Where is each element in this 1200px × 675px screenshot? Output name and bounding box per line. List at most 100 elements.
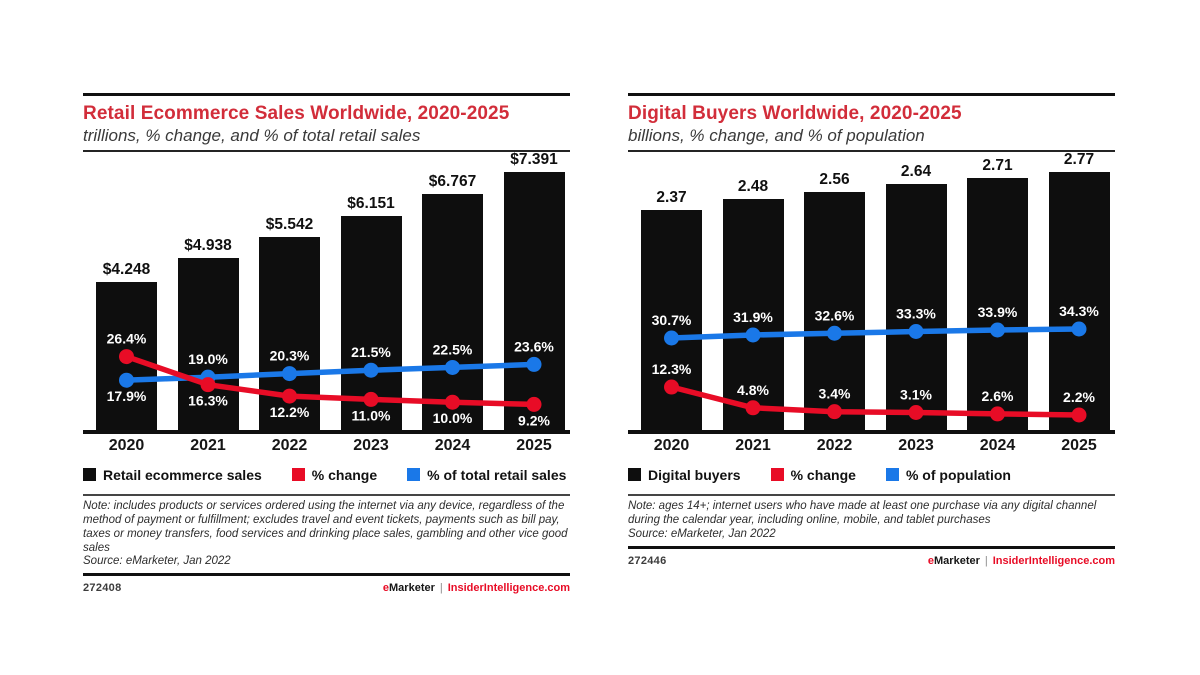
x-axis-line (628, 430, 1115, 435)
bar-value-label: 2.77 (1063, 151, 1095, 169)
data-point (282, 388, 297, 404)
source-text: Source: eMarketer, Jan 2022 (628, 527, 776, 540)
data-point-label: 9.2% (518, 413, 550, 429)
bar (804, 191, 865, 431)
data-point (200, 377, 216, 393)
footer-rule (83, 573, 570, 577)
legend-item: % change (770, 466, 856, 483)
bar (177, 257, 239, 431)
data-point-label: 26.4% (107, 331, 147, 347)
data-point (363, 392, 379, 408)
data-point-label: 19.0% (188, 351, 228, 367)
legend-swatch-bars (628, 468, 641, 482)
legend-item: % of population (885, 467, 1011, 483)
note-text: Note: ages 14+; internet users who have … (628, 500, 1097, 527)
bar-value-label: 2.37 (656, 188, 687, 206)
data-point-label: 17.9% (107, 388, 147, 404)
legend-swatch-pct-change (291, 468, 305, 482)
bar-value-label: $6.767 (428, 173, 477, 191)
legend-rule (83, 494, 570, 497)
data-point (282, 366, 297, 382)
data-point (745, 400, 761, 416)
data-point (1071, 407, 1087, 423)
data-point (827, 404, 842, 420)
chart-plot-area: $4.248 $4.938 $5.542 $6.151 $6.767 $7.391 17.9… (83, 151, 570, 431)
data-point (990, 406, 1005, 422)
bar-value-label: 2.64 (900, 163, 932, 181)
bar-value-label: $5.542 (265, 215, 314, 233)
legend-swatch-pct-change (770, 468, 784, 482)
x-axis-tick-label: 2024 (434, 437, 471, 455)
brand-divider: | (984, 554, 988, 567)
footer-rule (628, 545, 1115, 549)
line-overlay: 17.9% 19.0% 20.3% 21.5% 22.5% 23.6% 26.4% 16.3%… (107, 331, 555, 429)
data-point (827, 325, 842, 341)
data-point-label: 11.0% (352, 408, 391, 424)
x-axis-tick-label: 2020 (108, 437, 145, 455)
data-point (990, 322, 1005, 338)
data-point (664, 379, 679, 395)
top-rule (83, 93, 570, 96)
bar (885, 184, 947, 431)
data-point-label: 3.4% (819, 386, 851, 402)
data-point-label: 2.6% (982, 388, 1014, 404)
data-point-label: 16.3% (188, 393, 228, 409)
x-axis-tick-label: 2025 (1061, 437, 1097, 455)
bar (503, 172, 565, 431)
data-point (908, 324, 924, 340)
legend: Retail ecommerce sales % change % of tot… (83, 466, 570, 483)
data-point-label: 32.6% (815, 307, 855, 323)
source-text: Source: eMarketer, Jan 2022 (83, 555, 231, 568)
data-point-label: 2.2% (1063, 389, 1095, 405)
subtitle-rule (628, 150, 1115, 153)
data-point-label: 12.2% (270, 404, 310, 420)
legend-item: % change (291, 466, 378, 483)
brand-site-link: InsiderIntelligence.com (992, 554, 1115, 567)
bar (967, 177, 1028, 431)
footer: 272446 eMarketer | InsiderIntelligence.com (628, 555, 1115, 567)
legend-label: Digital buyers (648, 466, 741, 483)
data-point (363, 362, 379, 378)
data-point-label: 3.1% (900, 387, 932, 403)
x-axis-tick-label: 2023 (898, 437, 934, 455)
series-line--change (668, 384, 1082, 418)
chart-panel-retail-ecommerce-sales: Retail Ecommerce Sales Worldwide, 2020-2… (83, 93, 570, 594)
data-point-label: 23.6% (514, 339, 554, 355)
bar-value-label: 2.48 (737, 178, 769, 196)
bar-value-label: 2.56 (819, 170, 850, 188)
legend-label: % change (790, 466, 856, 483)
chart-plot-area: 2.37 2.48 2.56 2.64 2.71 2.77 30.7% 31.9% 32.6% 3… (628, 151, 1115, 431)
data-point-label: 20.3% (270, 348, 310, 364)
data-point-label: 31.9% (733, 309, 773, 325)
x-axis-tick-label: 2020 (653, 437, 690, 455)
bar-value-label: $4.248 (102, 260, 151, 278)
x-axis-labels: 2020 2021 2022 2023 2024 2025 (83, 437, 570, 461)
data-point (526, 357, 542, 373)
data-point-label: 12.3% (652, 361, 692, 377)
chart-subtitle: billions, % change, and % of population (628, 125, 925, 145)
brand-divider: | (439, 582, 443, 595)
brand-footer: eMarketer | InsiderIntelligence.com (383, 582, 570, 594)
data-point-label: 22.5% (433, 342, 473, 358)
legend: Digital buyers % change % of population (628, 466, 1115, 483)
legend-label: % change (311, 466, 378, 483)
brand-site-link: InsiderIntelligence.com (447, 582, 570, 595)
legend-swatch-pct-share (407, 468, 421, 482)
bar (422, 194, 483, 431)
line-overlay: 30.7% 31.9% 32.6% 33.3% 33.9% 34.3% 12.3% 4.8% 3… (652, 303, 1099, 423)
x-axis-tick-label: 2025 (516, 437, 552, 455)
legend-item: Digital buyers (628, 467, 741, 483)
data-point (445, 360, 460, 376)
legend-label: % of total retail sales (427, 466, 567, 483)
chart-id: 272446 (628, 554, 667, 567)
data-point-label: 34.3% (1059, 303, 1099, 319)
x-axis-tick-label: 2021 (735, 437, 771, 455)
bar-value-label: $4.938 (184, 236, 232, 254)
top-rule (628, 93, 1115, 96)
data-point (664, 330, 679, 346)
series-line--change (123, 354, 537, 408)
brand-emarketer-e: e (927, 554, 935, 567)
data-point-label: 21.5% (351, 344, 391, 360)
charts-row: Retail Ecommerce Sales Worldwide, 2020-2… (83, 93, 1115, 594)
x-axis-line (83, 430, 570, 435)
